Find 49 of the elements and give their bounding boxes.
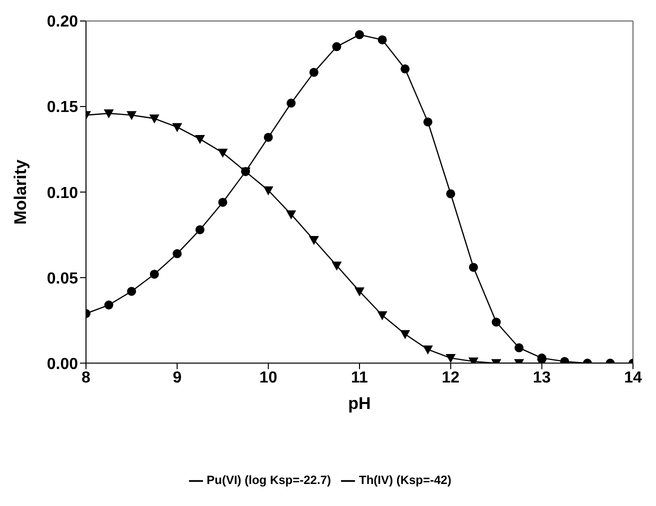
x-axis-title: pH bbox=[348, 394, 371, 414]
point bbox=[126, 111, 137, 120]
point bbox=[104, 300, 114, 310]
y-tick-label: 0.05 bbox=[46, 270, 78, 288]
point bbox=[286, 210, 296, 220]
point bbox=[104, 109, 114, 118]
point bbox=[332, 262, 342, 271]
point bbox=[423, 117, 432, 126]
point bbox=[172, 249, 182, 258]
x-tick-label: 11 bbox=[351, 370, 368, 387]
y-tick-label: 0.00 bbox=[46, 356, 78, 373]
point bbox=[218, 148, 228, 158]
point bbox=[468, 262, 478, 272]
x-tick-label: 9 bbox=[172, 370, 182, 387]
point bbox=[400, 330, 410, 340]
point bbox=[492, 318, 501, 327]
y-tick-label: 0.10 bbox=[46, 184, 78, 202]
legend-label: Th(IV) (Ksp=-42) bbox=[359, 473, 452, 488]
x-tick-label: 10 bbox=[259, 370, 278, 387]
point bbox=[195, 225, 204, 234]
point bbox=[309, 68, 318, 77]
x-tick-label: 12 bbox=[442, 370, 460, 387]
point bbox=[263, 186, 274, 196]
point bbox=[378, 35, 387, 44]
point bbox=[127, 286, 136, 296]
point bbox=[308, 236, 319, 245]
point bbox=[355, 30, 364, 40]
y-tick-label: 0.20 bbox=[46, 14, 78, 31]
point bbox=[446, 354, 456, 364]
point bbox=[377, 311, 388, 320]
point bbox=[354, 287, 364, 296]
point bbox=[150, 270, 159, 279]
point bbox=[218, 198, 228, 207]
point bbox=[514, 343, 524, 352]
x-tick-label: 13 bbox=[532, 370, 551, 387]
legend-label: Pu(VI) (log Ksp=-22.7) bbox=[206, 473, 331, 488]
y-axis-title: Molarity bbox=[11, 158, 30, 225]
point bbox=[194, 135, 205, 144]
point bbox=[446, 189, 456, 198]
x-tick-label: 14 bbox=[624, 370, 642, 387]
point bbox=[172, 123, 182, 132]
point bbox=[149, 114, 160, 124]
x-tick-label: 8 bbox=[82, 370, 91, 387]
point bbox=[286, 98, 296, 108]
point bbox=[400, 64, 410, 74]
y-tick-label: 0.15 bbox=[46, 99, 78, 116]
point bbox=[264, 132, 273, 142]
point bbox=[332, 42, 342, 52]
point bbox=[422, 345, 433, 354]
